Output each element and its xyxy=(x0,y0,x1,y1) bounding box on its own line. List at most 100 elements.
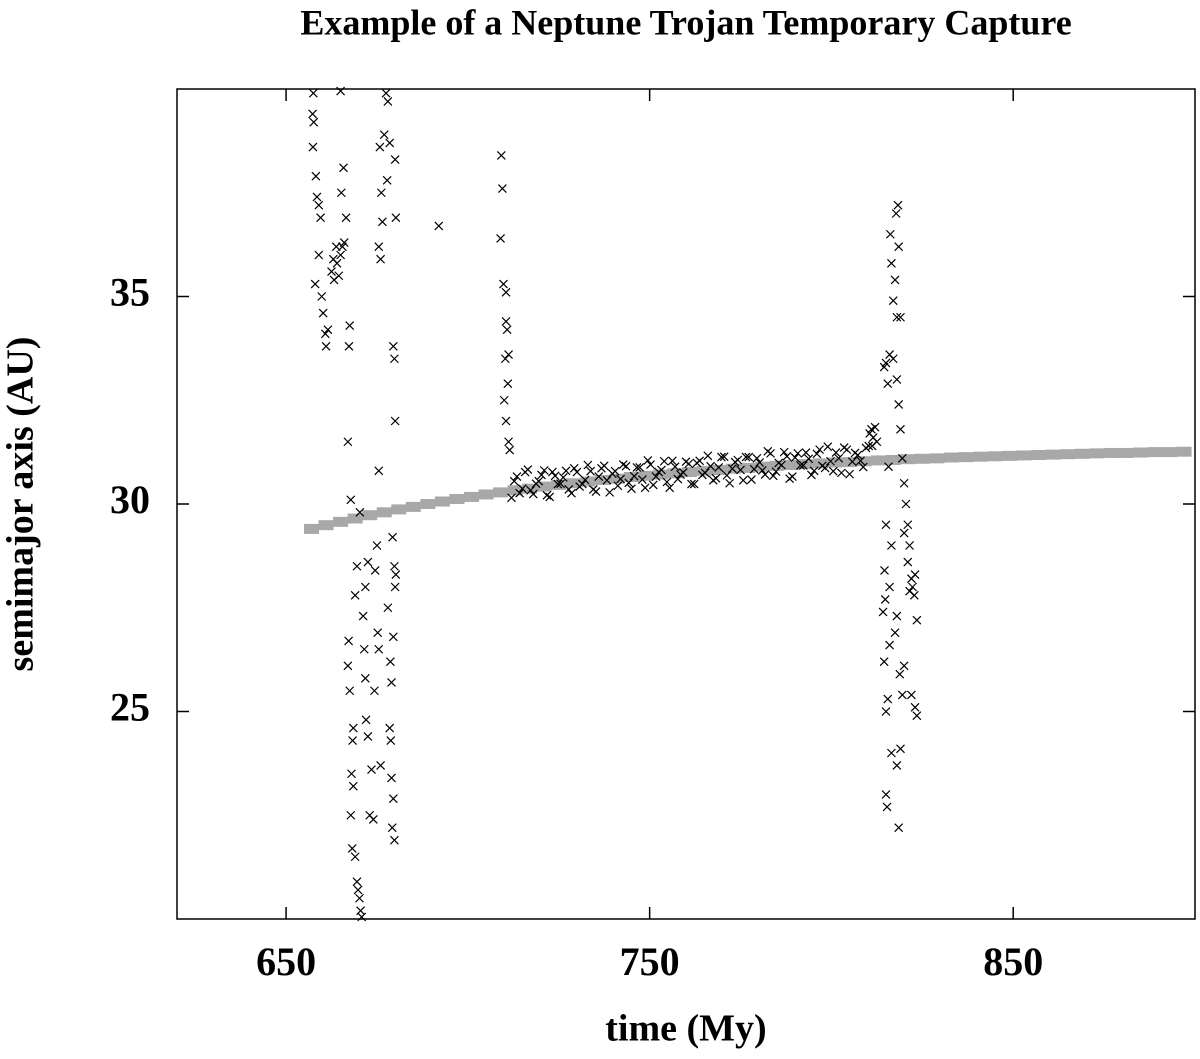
x-point xyxy=(908,582,917,592)
x-point xyxy=(882,802,892,812)
x-point xyxy=(346,810,356,820)
x-point xyxy=(659,456,669,466)
x-point xyxy=(501,287,511,297)
x-point xyxy=(537,470,546,480)
band-point xyxy=(943,452,959,463)
x-point xyxy=(547,467,557,477)
x-point xyxy=(903,557,913,567)
x-point xyxy=(558,473,568,482)
x-point xyxy=(387,773,396,783)
x-point xyxy=(583,460,593,470)
x-point xyxy=(894,823,904,833)
x-point xyxy=(375,142,385,152)
x-point xyxy=(736,465,745,475)
x-point xyxy=(826,456,835,466)
x-point xyxy=(890,628,900,638)
x-point xyxy=(344,341,354,351)
plot-marks xyxy=(304,86,1192,922)
x-point xyxy=(725,478,735,488)
x-point xyxy=(880,565,889,575)
x-point xyxy=(520,467,530,477)
x-point xyxy=(361,715,371,725)
x-point xyxy=(771,467,781,477)
x-point xyxy=(550,471,560,481)
x-point xyxy=(651,472,661,482)
x-point xyxy=(591,487,601,496)
x-point xyxy=(884,462,893,472)
x-point xyxy=(385,138,395,148)
x-point xyxy=(906,690,916,700)
x-point xyxy=(327,267,336,277)
x-point xyxy=(388,532,398,542)
x-point xyxy=(618,460,628,469)
x-point xyxy=(381,88,391,98)
x-point xyxy=(496,233,506,243)
band-point xyxy=(754,461,770,472)
x-point xyxy=(539,465,549,475)
y-tick-label: 35 xyxy=(110,270,150,315)
x-point xyxy=(350,852,360,862)
x-point xyxy=(382,175,392,185)
x-point xyxy=(359,644,369,654)
x-point xyxy=(390,155,400,164)
x-point xyxy=(837,468,846,478)
x-point xyxy=(355,507,365,517)
x-point xyxy=(828,466,838,476)
x-point xyxy=(388,794,398,804)
x-point xyxy=(870,422,880,432)
x-point xyxy=(891,209,901,218)
x-point xyxy=(572,467,582,477)
band-point xyxy=(420,499,436,509)
x-point xyxy=(901,499,911,509)
x-point xyxy=(722,470,732,480)
x-point xyxy=(895,669,905,679)
x-point xyxy=(793,448,803,458)
x-point xyxy=(390,416,400,426)
x-point xyxy=(885,640,895,650)
x-point xyxy=(367,765,376,775)
x-point xyxy=(905,586,915,596)
band-point xyxy=(885,455,901,466)
band-point xyxy=(1176,446,1192,457)
x-point xyxy=(607,469,617,479)
x-point xyxy=(346,495,356,505)
x-point xyxy=(714,463,724,472)
x-point xyxy=(760,470,770,479)
x-point xyxy=(883,694,893,704)
x-point xyxy=(314,200,324,210)
x-point xyxy=(665,483,675,493)
x-point xyxy=(391,213,401,223)
x-point xyxy=(667,456,677,466)
x-point xyxy=(528,489,538,499)
x-point xyxy=(678,468,688,477)
x-point xyxy=(787,472,797,482)
x-point xyxy=(879,657,889,667)
x-point xyxy=(883,379,893,389)
x-point xyxy=(886,541,896,550)
x-point xyxy=(499,395,509,405)
x-point xyxy=(621,461,631,471)
x-point xyxy=(347,769,356,779)
x-point xyxy=(389,354,399,364)
x-point xyxy=(910,702,920,712)
band-point xyxy=(1016,450,1032,461)
x-point xyxy=(892,312,902,322)
x-point xyxy=(777,460,786,470)
x-point xyxy=(500,354,510,364)
x-point xyxy=(504,350,514,360)
x-point xyxy=(542,490,552,500)
band-point xyxy=(958,452,974,463)
band-point xyxy=(1002,450,1018,461)
x-point xyxy=(700,468,710,478)
x-point xyxy=(355,893,364,903)
x-point xyxy=(711,473,721,483)
x-point xyxy=(881,790,891,799)
x-point xyxy=(629,471,639,481)
x-point xyxy=(779,447,789,457)
x-point xyxy=(308,88,318,98)
x-point xyxy=(831,448,841,457)
x-point xyxy=(673,474,683,484)
x-point xyxy=(567,488,576,498)
x-point xyxy=(910,570,920,579)
